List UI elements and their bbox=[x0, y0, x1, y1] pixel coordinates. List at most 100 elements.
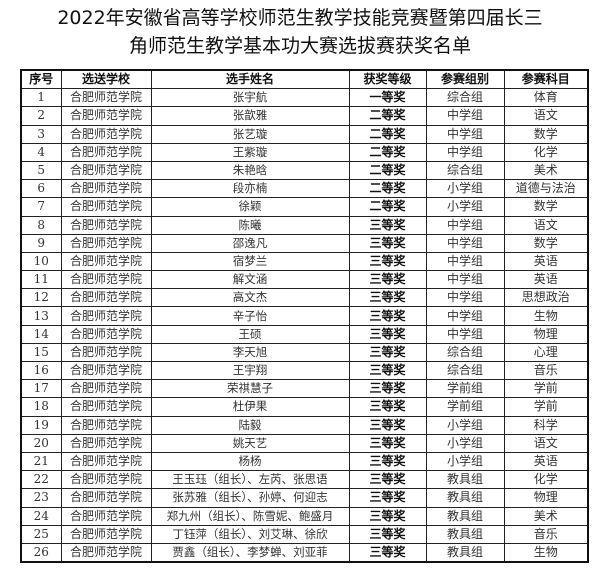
cell-index: 7 bbox=[20, 197, 62, 217]
cell-subject: 数学 bbox=[503, 197, 589, 217]
cell-name: 张歆雅 bbox=[150, 106, 350, 126]
cell-school: 合肥师范学院 bbox=[60, 124, 152, 144]
cell-award: 二等奖 bbox=[348, 160, 427, 181]
cell-subject: 美术 bbox=[503, 160, 589, 181]
cell-school: 合肥师范学院 bbox=[60, 397, 152, 417]
cell-group: 中学组 bbox=[425, 142, 505, 162]
cell-award: 三等奖 bbox=[348, 270, 427, 290]
document-title: 2022年安徽省高等学校师范生教学技能竞赛暨第四届长三 角师范生教学基本功大赛选… bbox=[0, 4, 600, 60]
table-row: 1 合肥师范学院 张宇航 一等奖 综合组 体育 bbox=[20, 88, 589, 108]
cell-group: 中学组 bbox=[425, 124, 505, 144]
cell-name: 郑九州（组长）、陈雪妮、鲍盛月 bbox=[150, 506, 350, 526]
cell-group: 中学组 bbox=[425, 306, 505, 326]
cell-school: 合肥师范学院 bbox=[60, 306, 152, 326]
cell-subject: 思想政治 bbox=[503, 288, 589, 308]
table-row: 10 合肥师范学院 宿梦兰 三等奖 中学组 英语 bbox=[20, 251, 589, 272]
table-row: 11 合肥师范学院 解文涵 三等奖 中学组 英语 bbox=[20, 270, 589, 290]
cell-subject: 音乐 bbox=[503, 360, 589, 381]
cell-name: 李天旭 bbox=[150, 342, 350, 363]
cell-award: 三等奖 bbox=[348, 360, 427, 381]
cell-group: 教具组 bbox=[425, 542, 505, 563]
cell-index: 18 bbox=[20, 397, 62, 417]
table-row: 6 合肥师范学院 段亦楠 二等奖 小学组 道德与法治 bbox=[20, 179, 589, 199]
cell-award: 三等奖 bbox=[348, 415, 427, 435]
cell-school: 合肥师范学院 bbox=[60, 506, 152, 526]
cell-subject: 英语 bbox=[503, 451, 589, 472]
table-row: 21 合肥师范学院 杨杨 三等奖 小学组 英语 bbox=[20, 451, 589, 472]
cell-school: 合肥师范学院 bbox=[60, 106, 152, 126]
cell-index: 23 bbox=[20, 488, 62, 508]
cell-group: 综合组 bbox=[425, 160, 505, 181]
cell-group: 教具组 bbox=[425, 506, 505, 526]
cell-subject: 英语 bbox=[503, 251, 589, 272]
cell-subject: 数学 bbox=[503, 124, 589, 144]
cell-school: 合肥师范学院 bbox=[60, 160, 152, 181]
table-row: 20 合肥师范学院 姚天艺 三等奖 小学组 语文 bbox=[20, 433, 589, 453]
award-table: 序号 选送学校 选手姓名 获奖等级 参赛组别 参赛科目 1 合肥师范学院 张宇航 一等奖 综合组体… bbox=[20, 69, 589, 564]
cell-group: 综合组 bbox=[425, 360, 505, 381]
cell-award: 二等奖 bbox=[348, 179, 427, 199]
cell-subject: 英语 bbox=[503, 270, 589, 290]
cell-subject: 学前 bbox=[503, 379, 589, 399]
cell-index: 17 bbox=[20, 379, 62, 399]
cell-subject: 生物 bbox=[503, 306, 589, 326]
cell-index: 13 bbox=[20, 306, 62, 326]
cell-award: 二等奖 bbox=[348, 197, 427, 217]
cell-award: 一等奖 bbox=[348, 88, 427, 108]
cell-award: 三等奖 bbox=[348, 324, 427, 344]
cell-group: 小学组 bbox=[425, 179, 505, 199]
cell-name: 杨杨 bbox=[150, 451, 350, 472]
cell-index: 10 bbox=[20, 251, 62, 272]
cell-subject: 数学 bbox=[503, 233, 589, 253]
cell-name: 徐颖 bbox=[150, 197, 350, 217]
cell-school: 合肥师范学院 bbox=[60, 488, 152, 508]
cell-name: 张宇航 bbox=[150, 88, 350, 108]
cell-name: 张苏雅（组长）、孙婷、何迎志 bbox=[150, 488, 350, 508]
cell-name: 辛子怡 bbox=[150, 306, 350, 326]
cell-index: 9 bbox=[20, 233, 62, 253]
cell-index: 25 bbox=[20, 524, 62, 544]
cell-index: 15 bbox=[20, 342, 62, 363]
cell-school: 合肥师范学院 bbox=[60, 379, 152, 399]
cell-award: 三等奖 bbox=[348, 488, 427, 508]
cell-group: 综合组 bbox=[425, 342, 505, 363]
cell-index: 24 bbox=[20, 506, 62, 526]
cell-award: 三等奖 bbox=[348, 233, 427, 253]
cell-award: 三等奖 bbox=[348, 379, 427, 399]
cell-subject: 化学 bbox=[503, 470, 589, 490]
cell-school: 合肥师范学院 bbox=[60, 197, 152, 217]
cell-school: 合肥师范学院 bbox=[60, 342, 152, 363]
cell-index: 1 bbox=[20, 88, 62, 108]
cell-group: 小学组 bbox=[425, 451, 505, 472]
cell-award: 三等奖 bbox=[348, 451, 427, 472]
table-row: 17 合肥师范学院 荣祺慧子 三等奖 学前组 学前 bbox=[20, 379, 589, 399]
table-row: 5 合肥师范学院 朱艳晗 二等奖 综合组 美术 bbox=[20, 160, 589, 181]
cell-name: 朱艳晗 bbox=[150, 160, 350, 181]
table-row: 14 合肥师范学院 王硕 三等奖 中学组 物理 bbox=[20, 324, 589, 344]
cell-award: 二等奖 bbox=[348, 124, 427, 144]
cell-award: 三等奖 bbox=[348, 251, 427, 272]
table-row: 25 合肥师范学院 丁钰萍（组长）、刘艾琳、徐欣 三等奖 教具组 音乐 bbox=[20, 524, 589, 544]
cell-subject: 体育 bbox=[503, 88, 589, 108]
cell-subject: 学前 bbox=[503, 397, 589, 417]
cell-index: 16 bbox=[20, 360, 62, 381]
cell-index: 20 bbox=[20, 433, 62, 453]
header-index: 序号 bbox=[20, 69, 62, 90]
table-row: 4 合肥师范学院 王紫璇 二等奖 中学组 化学 bbox=[20, 142, 589, 162]
cell-group: 小学组 bbox=[425, 433, 505, 453]
table-row: 15 合肥师范学院 李天旭 三等奖 综合组 心理 bbox=[20, 342, 589, 363]
cell-subject: 语文 bbox=[503, 215, 589, 235]
cell-index: 19 bbox=[20, 415, 62, 435]
cell-group: 教具组 bbox=[425, 488, 505, 508]
cell-school: 合肥师范学院 bbox=[60, 524, 152, 544]
table-row: 22 合肥师范学院 王玉珏（组长）、左芮、张思语 三等奖 教具组 化学 bbox=[20, 470, 589, 490]
table-body: 1 合肥师范学院 张宇航 一等奖 综合组 体育 2 合肥师范学院 张歆雅 二等奖 中学组 语文 3 合肥师… bbox=[20, 88, 589, 563]
cell-group: 综合组 bbox=[425, 88, 505, 108]
title-line-1: 2022年安徽省高等学校师范生教学技能竞赛暨第四届长三 bbox=[57, 7, 543, 29]
cell-group: 小学组 bbox=[425, 415, 505, 435]
table-row: 26 合肥师范学院 贾鑫（组长）、李梦蝉、刘亚菲 三等奖 教具组 生物 bbox=[20, 542, 589, 563]
cell-index: 5 bbox=[20, 160, 62, 181]
cell-group: 教具组 bbox=[425, 524, 505, 544]
table-row: 12 合肥师范学院 高文杰 三等奖 中学组 思想政治 bbox=[20, 288, 589, 308]
cell-name: 宿梦兰 bbox=[150, 251, 350, 272]
